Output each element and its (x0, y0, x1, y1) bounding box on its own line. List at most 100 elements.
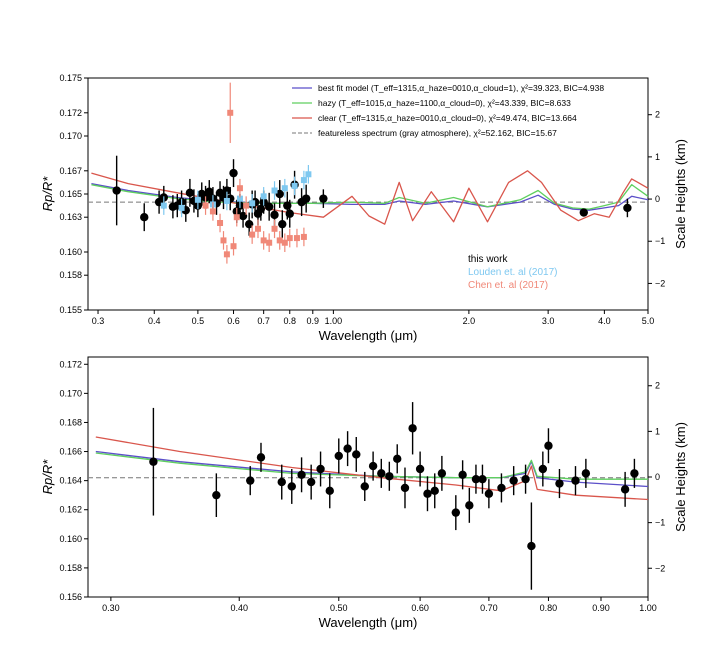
y-tick-label: 0.172 (59, 359, 82, 369)
point-louden-et-al-2017 (249, 200, 256, 207)
y-tick-label: 0.172 (59, 108, 82, 118)
point-this-work (256, 453, 266, 462)
point-this-work (415, 464, 425, 474)
y-tick-label: 0.166 (59, 447, 82, 457)
point-this-work (270, 210, 279, 220)
point-chen-et-al-2017 (217, 220, 224, 226)
point-this-work (484, 489, 494, 498)
y-tick-label: 0.167 (59, 166, 82, 176)
point-this-work (360, 482, 369, 491)
annotation-this-work: this work (468, 254, 508, 265)
point-this-work (334, 451, 343, 461)
point-this-work (205, 187, 214, 196)
point-chen-et-al-2017 (220, 237, 227, 244)
point-this-work (140, 213, 149, 222)
point-chen-et-al-2017 (230, 243, 237, 250)
x-tick-label: 0.5 (192, 316, 205, 326)
y-tick-label: 0.162 (59, 505, 82, 515)
point-this-work (212, 490, 221, 500)
model-line-clear (91, 170, 649, 225)
point-this-work (287, 482, 296, 491)
y-tick-label: 0.158 (59, 270, 82, 280)
y-tick-label: 0.155 (59, 305, 82, 315)
y-tick-label: 0.165 (59, 189, 82, 199)
point-this-work (509, 476, 518, 485)
bottom-y2-axis-label: Scale Heights (km) (673, 422, 688, 532)
point-chen-et-al-2017 (227, 109, 234, 116)
point-this-work (423, 489, 432, 498)
point-louden-et-al-2017 (260, 193, 267, 200)
point-this-work (430, 486, 439, 496)
legend-label-best-fit: best fit model (T_eff=1315,α_haze=0010,α… (318, 83, 604, 93)
point-this-work (521, 474, 530, 484)
top-panel: 0.3 0.4 0.5 0.6 0.7 0.8 0.9 1.00 2.0 3.0 4.0 5.0 0.1… (40, 73, 688, 343)
point-this-work (343, 444, 352, 453)
y2-tick-label: 1 (655, 426, 660, 436)
point-chen-et-al-2017 (281, 239, 288, 246)
x-tick-label: 0.80 (540, 603, 558, 613)
point-this-work (297, 470, 306, 480)
point-this-work (149, 457, 158, 466)
top-x-axis-label: Wavelength (μm) (319, 328, 418, 343)
y-tick-label: 0.175 (59, 73, 82, 83)
y-tick-label: 0.163 (59, 212, 82, 222)
x-tick-label: 2.0 (463, 316, 476, 326)
point-chen-et-al-2017 (243, 202, 250, 209)
point-chen-et-al-2017 (233, 214, 240, 221)
point-this-work (368, 461, 378, 471)
point-this-work (377, 469, 386, 478)
x-tick-label: 0.3 (92, 316, 105, 326)
x-tick-label: 0.70 (480, 603, 498, 613)
point-louden-et-al-2017 (281, 185, 288, 192)
point-this-work (437, 469, 447, 478)
y2-tick-label: −1 (655, 236, 665, 246)
point-this-work (571, 476, 580, 485)
point-this-work (630, 469, 639, 478)
point-this-work (538, 464, 548, 474)
point-chen-et-al-2017 (271, 225, 278, 232)
point-this-work (277, 477, 286, 487)
point-chen-et-al-2017 (276, 237, 283, 244)
point-this-work (246, 476, 255, 485)
point-this-work (229, 168, 238, 178)
point-chen-et-al-2017 (260, 237, 267, 244)
point-this-work (112, 186, 121, 195)
point-chen-et-al-2017 (202, 202, 209, 209)
point-louden-et-al-2017 (291, 182, 298, 189)
y2-tick-label: 2 (655, 381, 660, 391)
point-this-work (579, 208, 588, 217)
point-this-work (285, 209, 294, 218)
point-this-work (393, 454, 402, 464)
point-this-work (385, 472, 394, 481)
point-chen-et-al-2017 (249, 231, 256, 238)
point-this-work (408, 424, 417, 433)
point-louden-et-al-2017 (178, 204, 185, 211)
y2-tick-label: 2 (655, 110, 660, 120)
y-tick-label: 0.164 (59, 476, 82, 486)
point-this-work (471, 474, 481, 484)
bottom-panel: 0.30 0.40 0.50 0.60 0.70 0.80 0.90 1.00 0.156 0.1… (40, 356, 688, 630)
legend-label-clear: clear (T_eff=1315,α_haze=0010,α_cloud=0)… (318, 113, 577, 123)
x-tick-label: 4.0 (598, 316, 611, 326)
x-tick-label: 0.40 (230, 603, 248, 613)
point-this-work (319, 194, 328, 203)
x-tick-label: 1.00 (639, 603, 657, 613)
x-tick-label: 0.90 (592, 603, 610, 613)
point-this-work (451, 508, 461, 517)
x-tick-label: 0.8 (284, 316, 297, 326)
annotation-chen: Chen et. al (2017) (468, 280, 548, 291)
point-this-work (222, 186, 232, 195)
point-louden-et-al-2017 (236, 195, 243, 202)
point-louden-et-al-2017 (305, 171, 312, 178)
point-this-work (256, 204, 266, 214)
point-chen-et-al-2017 (223, 251, 230, 258)
point-this-work (400, 483, 410, 493)
point-louden-et-al-2017 (271, 187, 278, 194)
point-this-work (581, 469, 591, 478)
y2-tick-label: 1 (655, 152, 660, 162)
point-this-work (306, 477, 316, 487)
y2-tick-label: −2 (655, 563, 665, 573)
bottom-x-axis-label: Wavelength (μm) (319, 615, 418, 630)
point-this-work (275, 189, 284, 199)
